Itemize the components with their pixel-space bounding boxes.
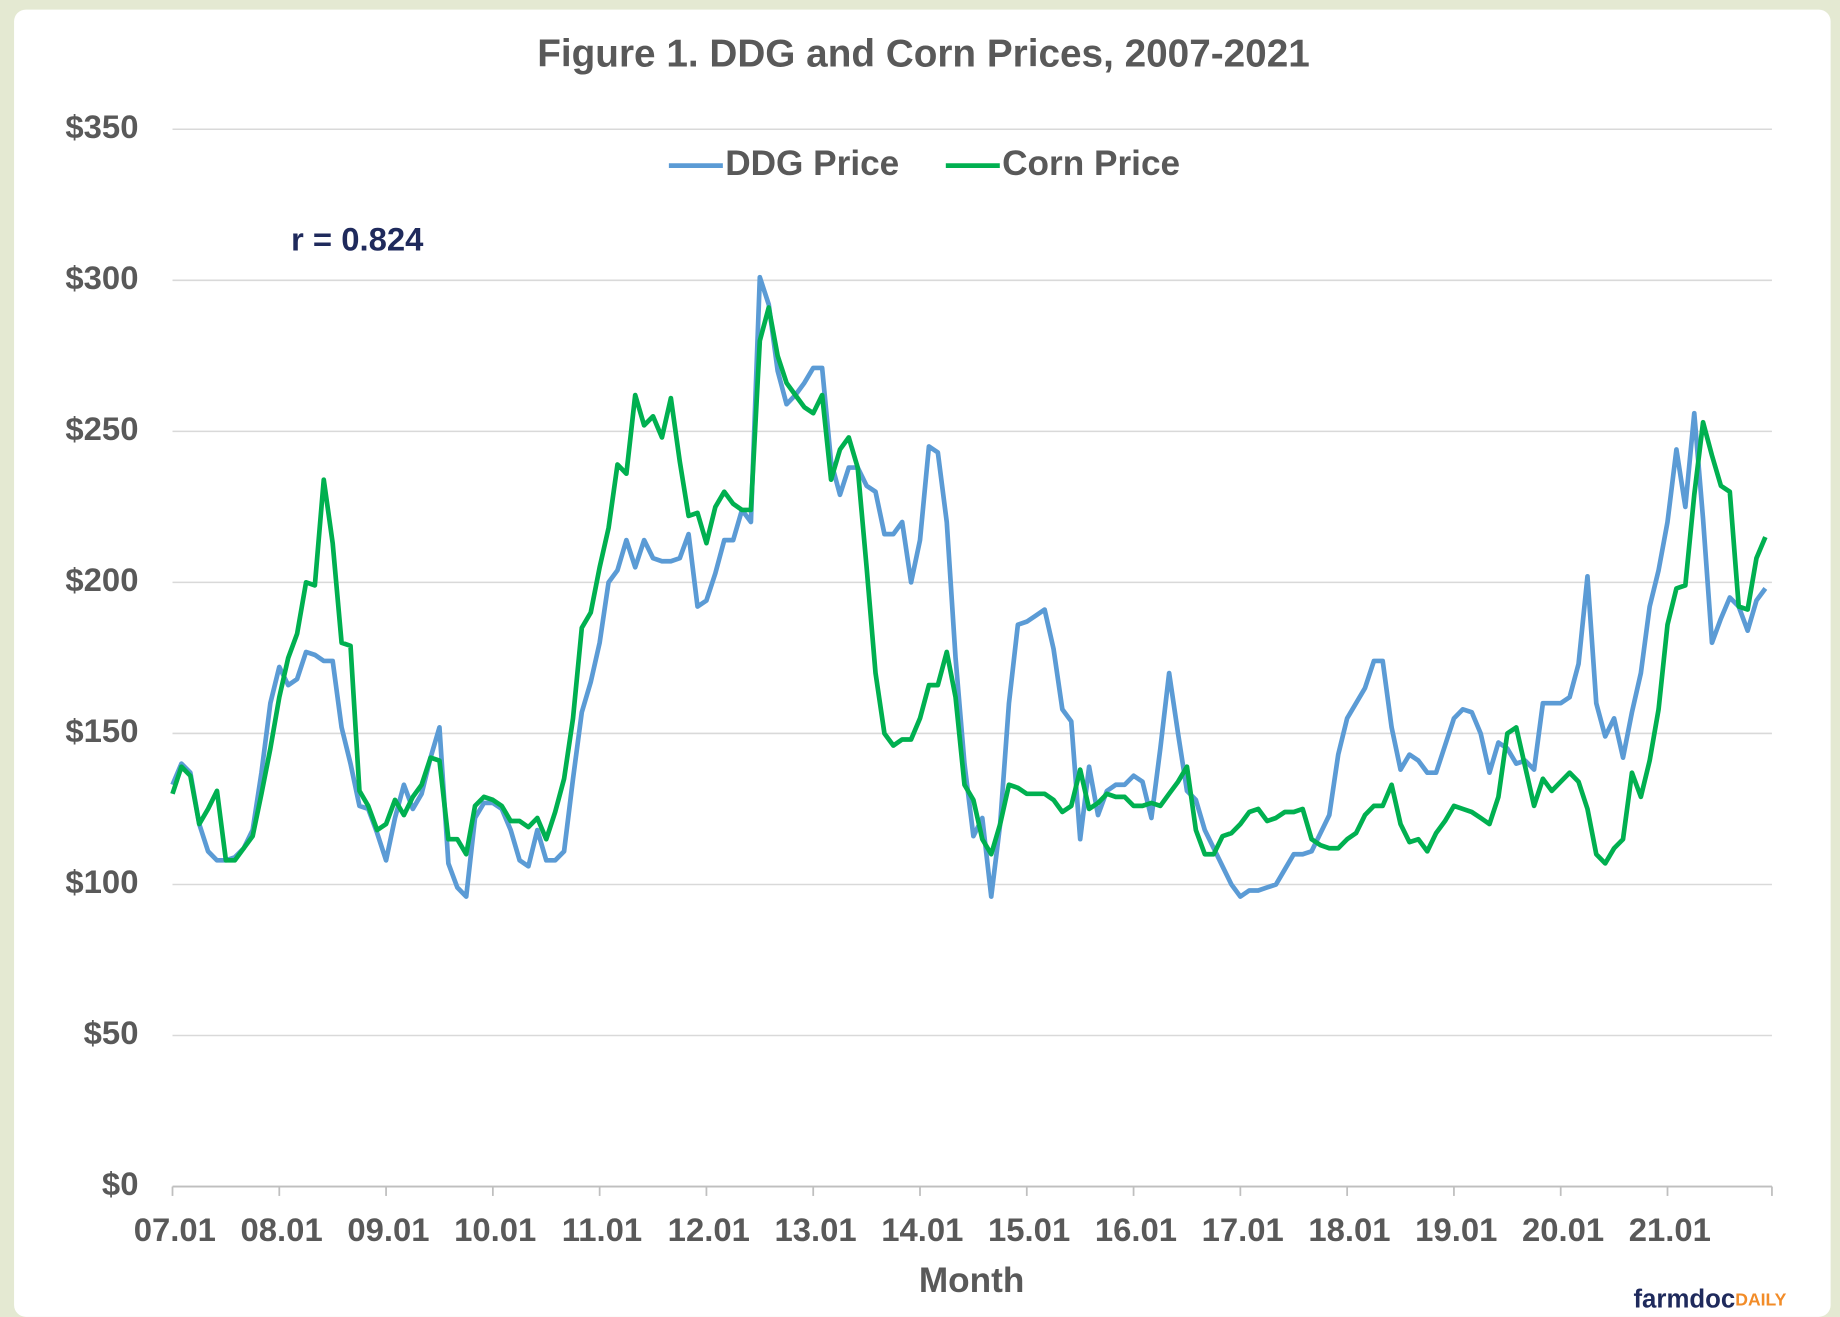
x-tick-label: 08.01 — [241, 1211, 323, 1248]
x-tick-label: 19.01 — [1415, 1211, 1497, 1248]
y-tick-label: $100 — [65, 863, 138, 900]
y-tick-label: $150 — [65, 712, 138, 749]
x-tick-label: 20.01 — [1522, 1211, 1604, 1248]
y-tick-label: $0 — [102, 1165, 139, 1202]
data-line — [170, 305, 1768, 866]
y-tick-label: $300 — [65, 259, 138, 296]
x-tick-label: 18.01 — [1308, 1211, 1390, 1248]
legend-label: DDG Price — [725, 144, 899, 183]
y-tick-label: $250 — [65, 410, 138, 447]
y-tick-label: $350 — [65, 108, 138, 145]
y-tick-label: $50 — [84, 1014, 139, 1051]
data-line — [170, 274, 1768, 899]
x-tick-label: 21.01 — [1629, 1211, 1711, 1248]
x-tick-label: 10.01 — [454, 1211, 536, 1248]
x-tick-label: 13.01 — [774, 1211, 856, 1248]
x-tick-label: 11.01 — [562, 1211, 642, 1248]
x-tick-label: 07.01 — [134, 1211, 216, 1248]
x-tick-label: 17.01 — [1202, 1211, 1284, 1248]
chart-panel — [14, 9, 1831, 1317]
x-tick-label: 12.01 — [668, 1211, 750, 1248]
y-tick-label: $200 — [65, 561, 138, 598]
logo-main: farmdoc — [1633, 1285, 1735, 1313]
logo: farmdocDAILY — [1633, 1285, 1786, 1313]
x-tick-label: 14.01 — [881, 1211, 963, 1248]
x-tick-label: 16.01 — [1095, 1211, 1177, 1248]
x-axis-label: Month — [919, 1261, 1025, 1300]
x-tick-label: 09.01 — [347, 1211, 429, 1248]
x-tick-label: 15.01 — [988, 1211, 1070, 1248]
legend-label: Corn Price — [1002, 144, 1180, 183]
annotation: r = 0.824 — [291, 221, 424, 258]
chart-title: Figure 1. DDG and Corn Prices, 2007-2021 — [537, 33, 1310, 76]
logo-accent: DAILY — [1735, 1289, 1786, 1309]
